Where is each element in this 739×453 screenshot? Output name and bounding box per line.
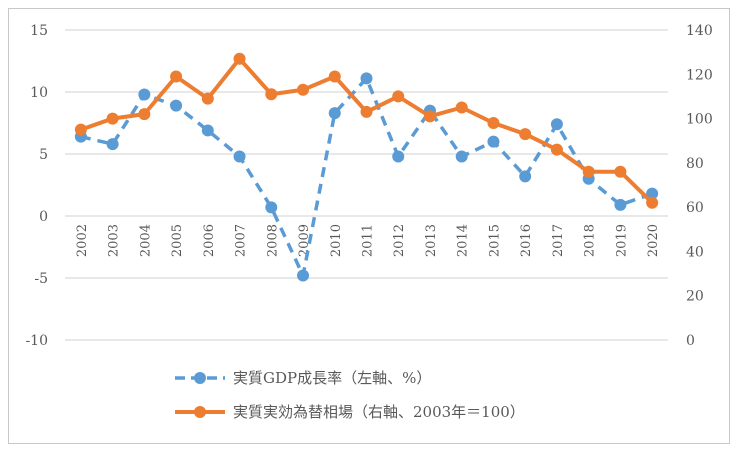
data-point xyxy=(487,117,500,129)
data-point xyxy=(138,108,151,121)
data-point xyxy=(487,135,500,148)
x-tick-label: 2010 xyxy=(329,224,344,257)
x-tick-label: 2018 xyxy=(583,224,598,257)
data-point xyxy=(550,143,563,156)
left-tick-label: 0 xyxy=(39,209,48,225)
left-tick-label: -5 xyxy=(34,271,48,287)
legend-marker xyxy=(194,406,206,418)
data-point xyxy=(392,90,405,103)
data-point xyxy=(455,150,468,163)
x-tick-label: 2019 xyxy=(614,224,629,257)
x-tick-label: 2014 xyxy=(456,224,471,257)
x-tick-label: 2004 xyxy=(138,224,153,257)
x-tick-label: 2006 xyxy=(202,224,217,257)
x-tick-label: 2020 xyxy=(646,224,661,257)
data-point xyxy=(360,105,373,118)
x-tick-label: 2007 xyxy=(234,224,249,257)
right-tick-label: 140 xyxy=(686,23,713,39)
data-point xyxy=(265,201,278,214)
x-tick-label: 2017 xyxy=(551,224,566,257)
x-tick-label: 2011 xyxy=(361,224,376,257)
right-tick-label: 80 xyxy=(686,156,704,172)
left-tick-label: -10 xyxy=(25,333,48,349)
data-point xyxy=(201,92,214,105)
right-tick-label: 40 xyxy=(686,244,704,260)
data-point xyxy=(297,83,310,96)
data-point xyxy=(106,112,119,125)
right-tick-label: 0 xyxy=(686,333,695,349)
data-point xyxy=(550,118,563,131)
data-point xyxy=(646,187,659,200)
x-tick-label: 2016 xyxy=(519,224,534,257)
data-point xyxy=(233,52,246,65)
right-tick-label: 60 xyxy=(686,200,704,216)
left-tick-label: 10 xyxy=(30,85,48,101)
data-point xyxy=(265,88,278,101)
data-point xyxy=(455,101,468,114)
right-tick-label: 100 xyxy=(686,112,713,128)
data-point xyxy=(170,99,183,112)
data-point xyxy=(360,72,373,85)
data-point xyxy=(519,170,532,183)
legend-label: 実質実効為替相場（右軸、2003年＝100） xyxy=(233,403,525,421)
x-tick-label: 2003 xyxy=(107,224,122,257)
x-tick-label: 2013 xyxy=(424,224,439,257)
data-point xyxy=(614,165,627,178)
left-tick-label: 5 xyxy=(39,147,48,163)
data-point xyxy=(392,150,405,163)
x-tick-label: 2015 xyxy=(487,224,502,257)
data-point xyxy=(201,124,214,137)
right-tick-label: 120 xyxy=(686,67,713,83)
data-point xyxy=(646,196,659,209)
x-tick-label: 2012 xyxy=(392,224,407,257)
data-point xyxy=(233,150,246,163)
chart-frame xyxy=(8,8,730,444)
legend-label: 実質GDP成長率（左軸、%） xyxy=(233,369,431,387)
x-tick-label: 2009 xyxy=(297,224,312,257)
right-tick-label: 20 xyxy=(686,289,704,305)
data-point xyxy=(106,138,119,151)
data-point xyxy=(170,70,183,83)
data-point xyxy=(582,165,595,178)
legend-marker xyxy=(194,372,206,384)
data-point xyxy=(74,123,87,136)
data-point xyxy=(328,107,341,120)
left-tick-label: 15 xyxy=(30,23,48,39)
x-tick-label: 2008 xyxy=(265,224,280,257)
data-point xyxy=(297,269,310,282)
data-point xyxy=(614,198,627,211)
data-point xyxy=(138,88,151,101)
data-point xyxy=(423,110,436,123)
x-tick-label: 2002 xyxy=(75,224,90,257)
x-tick-label: 2005 xyxy=(170,224,185,257)
data-point xyxy=(519,128,532,141)
data-point xyxy=(328,70,341,83)
